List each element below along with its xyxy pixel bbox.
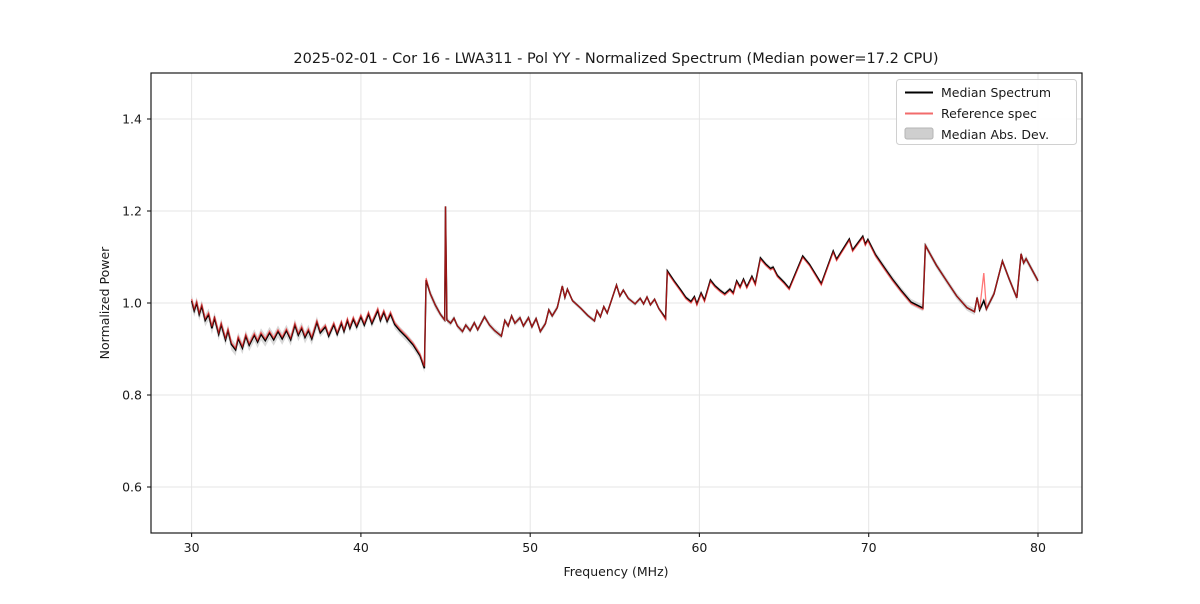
y-tick-label: 1.2	[122, 203, 142, 218]
y-tick-label: 0.8	[122, 387, 142, 402]
chart-title: 2025-02-01 - Cor 16 - LWA311 - Pol YY - …	[293, 51, 938, 67]
mad-band	[191, 203, 1039, 373]
legend-median-label: Median Spectrum	[941, 85, 1051, 100]
y-tick-label: 1.4	[122, 111, 142, 126]
legend-mad-label: Median Abs. Dev.	[941, 127, 1049, 142]
y-tick-label: 1.0	[122, 295, 142, 310]
mad-band-polygon	[191, 203, 1039, 373]
y-axis-label: Normalized Power	[97, 246, 112, 360]
axis-tick-labels: 30 40 50 60 70 80 0.6 0.8 1.0 1.2 1.4	[122, 111, 1046, 555]
legend: Median Spectrum Reference spec Median Ab…	[896, 79, 1077, 145]
x-tick-label: 50	[522, 540, 538, 555]
x-tick-label: 60	[691, 540, 707, 555]
legend-reference-label: Reference spec	[941, 106, 1037, 121]
y-tick-label: 0.6	[122, 479, 142, 494]
x-tick-label: 80	[1030, 540, 1046, 555]
legend-mad-patch-swatch	[904, 127, 934, 140]
legend-box	[896, 79, 1077, 145]
x-tick-label: 70	[861, 540, 877, 555]
x-axis-label: Frequency (MHz)	[563, 564, 668, 579]
reference-spec-line	[190, 206, 1039, 367]
x-tick-label: 40	[353, 540, 369, 555]
axis-ticks	[147, 118, 1039, 537]
x-tick-label: 30	[184, 540, 200, 555]
